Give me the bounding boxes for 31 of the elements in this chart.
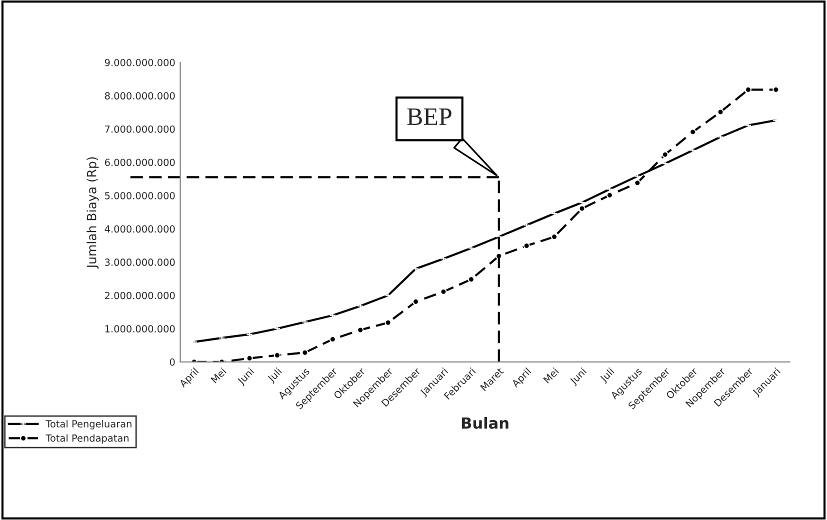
point <box>412 298 420 305</box>
y-tick-label: 9.000.000.000 <box>104 58 175 66</box>
point <box>606 192 614 198</box>
point <box>772 86 780 93</box>
point <box>468 276 474 283</box>
point <box>302 349 308 356</box>
point <box>384 319 392 326</box>
point <box>690 128 696 136</box>
y-tick-label: 4.000.000.000 <box>104 225 175 233</box>
y-axis-title: Jumlah Biaya (Rp) <box>86 157 99 269</box>
point <box>662 151 668 158</box>
legend-label: Total Pendapatan <box>46 434 129 444</box>
y-tick-label: 6.000.000.000 <box>104 158 175 166</box>
x-tick-label: Juli <box>599 367 616 384</box>
x-axis-title: Bulan <box>462 416 508 429</box>
legend-label: Total Pengeluaran <box>46 420 132 430</box>
y-tick-label: 1.000.000.000 <box>105 325 175 332</box>
point <box>578 205 586 212</box>
y-tick-label: 7.000.000.000 <box>105 125 175 133</box>
point <box>357 326 364 334</box>
x-tick-label: Mei <box>210 367 227 384</box>
x-tick-label: Juli <box>266 367 284 384</box>
y-tick-label: 8.000.000.000 <box>104 92 175 100</box>
annotation: BEP <box>407 108 452 125</box>
x-tick-label: Mei <box>542 367 559 384</box>
y-tick-label: 2.000.000.000 <box>105 292 175 300</box>
y-tick-label: 0 <box>170 358 175 366</box>
point <box>717 108 724 116</box>
point <box>634 180 641 186</box>
y-tick-label: 5.000.000.000 <box>105 192 175 200</box>
y-tick-label: 3.000.000.000 <box>105 258 175 266</box>
